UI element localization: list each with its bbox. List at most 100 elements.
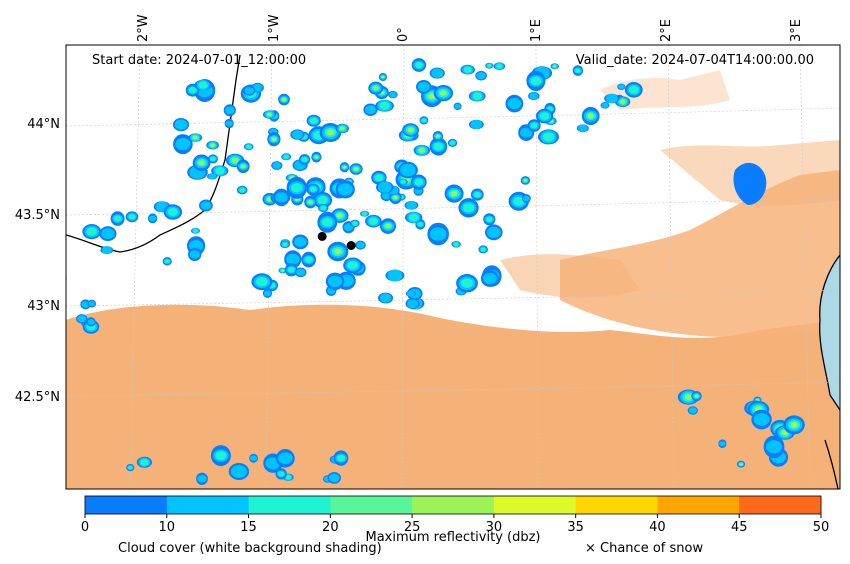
colorbar-frame	[84, 495, 822, 515]
reflectivity-core	[523, 179, 528, 182]
reflectivity-core	[694, 394, 699, 398]
reflectivity-core	[309, 117, 318, 124]
colorbar-tick-label: 40	[649, 520, 666, 535]
reflectivity-core	[252, 83, 263, 92]
reflectivity-core	[414, 178, 424, 186]
reflectivity-core	[328, 473, 340, 483]
colorbar-tick-label: 25	[404, 520, 421, 535]
colorbar-swatch	[739, 496, 822, 514]
reflectivity-core	[740, 463, 742, 465]
reflectivity-core	[327, 275, 343, 287]
reflectivity-core	[684, 394, 693, 400]
reflectivity-core	[530, 122, 538, 129]
reflectivity-core	[485, 216, 493, 222]
reflectivity-core	[578, 124, 588, 132]
colorbar-tick-label: 45	[731, 520, 748, 535]
reflectivity-core	[753, 413, 770, 426]
reflectivity-core	[433, 142, 444, 151]
lat-label: 43.5°N	[15, 208, 60, 223]
reflectivity-core	[587, 113, 594, 119]
reflectivity-core	[241, 164, 246, 168]
reflectivity-core	[198, 160, 205, 166]
reflectivity-core	[210, 156, 216, 162]
reflectivity-core	[128, 214, 136, 220]
reflectivity-core	[356, 241, 365, 249]
reflectivity-core	[246, 144, 252, 149]
reflectivity-core	[210, 143, 215, 147]
colorbar-swatch	[330, 496, 413, 514]
reflectivity-core	[414, 61, 423, 69]
reflectivity-core	[476, 72, 486, 80]
reflectivity-core	[431, 68, 444, 78]
lat-label: 42.5°N	[15, 390, 60, 405]
reflectivity-core	[496, 63, 503, 69]
lon-label: 2°E	[659, 19, 674, 42]
reflectivity-core	[250, 455, 258, 462]
colorbar-swatch	[166, 496, 250, 514]
reflectivity-core	[463, 66, 472, 73]
reflectivity-core	[355, 168, 357, 170]
reflectivity-core	[523, 195, 530, 202]
reflectivity-core	[308, 200, 313, 204]
reflectivity-core	[200, 201, 212, 210]
reflectivity-core	[239, 187, 246, 193]
reflectivity-core	[575, 68, 581, 73]
reflectivity-core	[480, 247, 486, 252]
reflectivity-core	[470, 119, 483, 130]
colorbar-swatch	[493, 496, 577, 514]
lon-label: 1°E	[529, 19, 544, 42]
reflectivity-core	[340, 126, 345, 131]
reflectivity-core	[113, 215, 122, 222]
colorbar-tick-label: 35	[567, 520, 584, 535]
reflectivity-core	[287, 266, 295, 273]
reflectivity-core	[188, 87, 197, 94]
colorbar-swatch	[248, 496, 331, 514]
reflectivity-core	[507, 98, 522, 110]
reflectivity-core	[314, 155, 319, 159]
reflectivity-core	[486, 226, 501, 238]
location-markers	[317, 231, 356, 250]
reflectivity-core	[393, 195, 398, 200]
reflectivity-core	[208, 173, 217, 180]
sea-area	[819, 255, 840, 410]
reflectivity-core	[450, 191, 458, 197]
reflectivity-core	[215, 167, 225, 175]
reflectivity-core	[334, 248, 342, 255]
reflectivity-core	[225, 120, 233, 127]
reflectivity-core	[429, 227, 447, 241]
reflectivity-core	[189, 250, 200, 259]
reflectivity-core	[320, 205, 327, 211]
reflectivity-core	[482, 272, 497, 285]
reflectivity-core	[282, 242, 288, 247]
colorbar-swatch	[412, 496, 495, 514]
reflectivity-core	[55, 274, 65, 282]
reflectivity-core	[460, 278, 474, 289]
reflectivity-core	[286, 253, 300, 265]
coastline	[66, 54, 840, 489]
reflectivity-core	[285, 474, 292, 480]
longitude-labels: 2°W 1°W 0° 1°E 2°E 3°E	[136, 14, 804, 42]
reflectivity-core	[620, 99, 626, 104]
reflectivity-core	[174, 119, 188, 130]
reflectivity-core	[385, 223, 391, 229]
reflectivity-core	[77, 315, 87, 323]
reflectivity-core	[400, 163, 416, 177]
colorbar-swatch	[575, 496, 658, 514]
location-marker	[317, 231, 327, 241]
colorbar-tick-label: 0	[81, 520, 89, 535]
lat-label: 44°N	[27, 117, 60, 132]
reflectivity-core	[232, 157, 239, 163]
reflectivity-core	[193, 135, 198, 140]
reflectivity-core	[337, 183, 353, 196]
reflectivity-core	[128, 465, 133, 470]
reflectivity-core	[215, 451, 227, 461]
reflectivity-core	[389, 91, 397, 98]
reflectivity-core	[373, 86, 379, 91]
reflectivity-core	[719, 441, 726, 447]
map-frame	[65, 44, 841, 490]
reflectivity-core	[275, 192, 288, 203]
snow-chance-note: × Chance of snow	[585, 541, 703, 556]
reflectivity-core	[436, 134, 440, 138]
reflectivity-core	[291, 183, 303, 193]
